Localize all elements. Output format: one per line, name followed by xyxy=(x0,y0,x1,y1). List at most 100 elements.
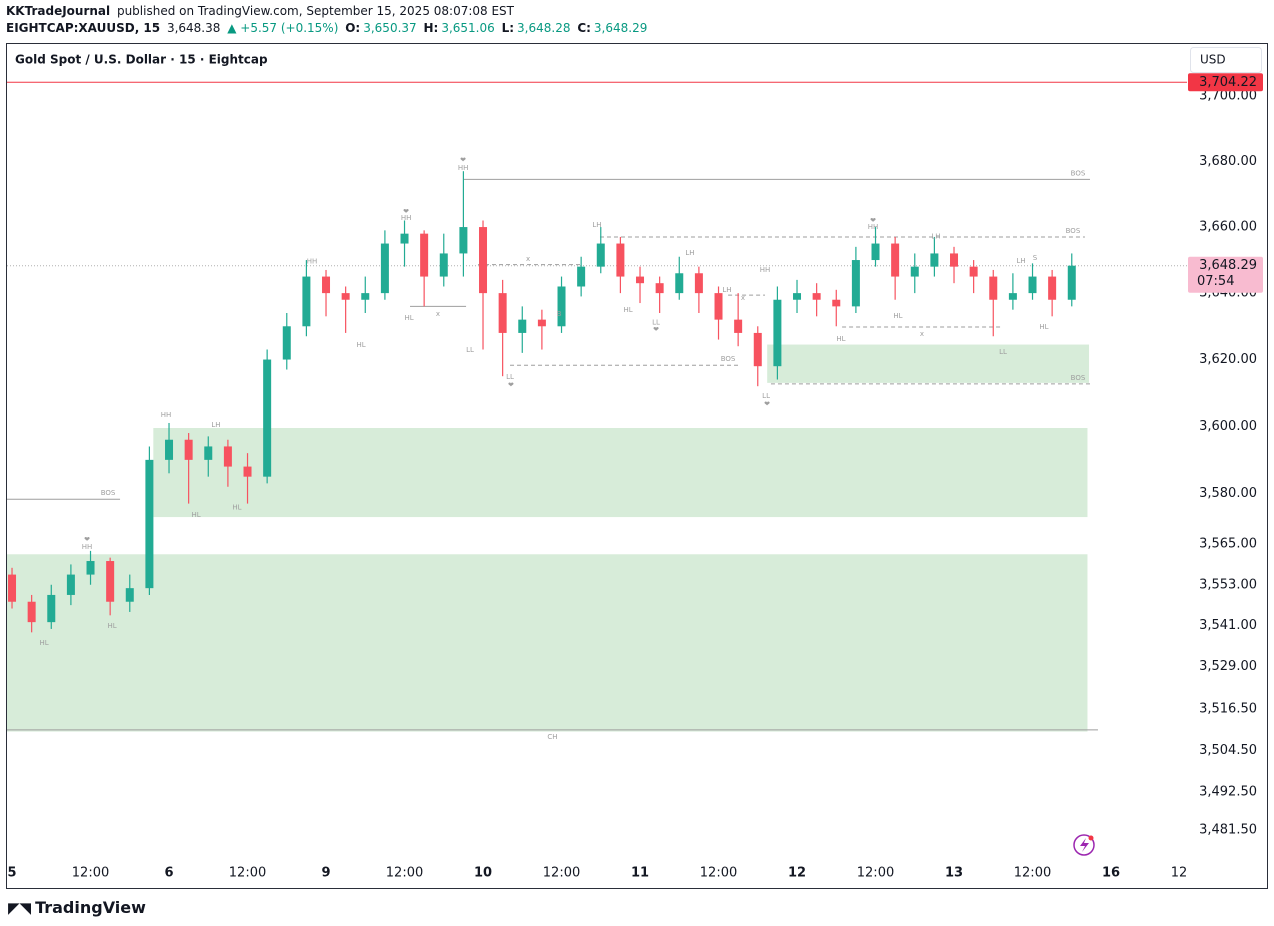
y-tick-label: 3,565.00 xyxy=(1199,537,1257,552)
structure-annotation: ❤ xyxy=(84,536,90,544)
footer-brand: ◤◥ TradingView xyxy=(8,898,146,917)
x-tick-label: 10 xyxy=(474,866,492,881)
structure-label: BOS xyxy=(1071,169,1086,177)
x-tick-label: 12:00 xyxy=(1014,866,1051,881)
structure-annotation: ❤ xyxy=(653,326,659,334)
candle-body xyxy=(694,273,703,294)
y-tick-label: 3,680.00 xyxy=(1199,154,1257,169)
structure-annotation: LL xyxy=(999,348,1007,356)
open-value: 3,650.37 xyxy=(363,21,417,35)
candle-body xyxy=(420,233,429,277)
x-tick-label: 5 xyxy=(8,866,17,881)
x-tick-label: 6 xyxy=(164,866,173,881)
x-tick-label: 9 xyxy=(321,866,330,881)
structure-annotation: LH xyxy=(592,221,601,229)
candle-body xyxy=(969,266,978,277)
low-key: L: xyxy=(501,21,515,35)
candle-body xyxy=(851,260,860,307)
x-tick-label: 12:00 xyxy=(72,866,109,881)
candle-body xyxy=(1008,293,1017,300)
candle-body xyxy=(479,227,488,294)
candle-body xyxy=(910,266,919,277)
structure-annotation: HL xyxy=(191,511,200,519)
close-value: 3,648.29 xyxy=(593,21,648,35)
demand-zone xyxy=(767,344,1090,383)
structure-annotation: HL xyxy=(893,312,902,320)
y-tick-label: 3,541.00 xyxy=(1199,618,1257,633)
structure-annotation: LL xyxy=(762,392,770,400)
candle-body xyxy=(537,319,546,327)
candle-body xyxy=(871,243,880,261)
alert-dot xyxy=(1088,835,1094,841)
candle-body xyxy=(361,293,370,300)
structure-annotation: ❤ xyxy=(764,400,770,408)
candle-body xyxy=(223,446,232,467)
structure-annotation: LH xyxy=(1016,257,1025,265)
structure-annotation: HH xyxy=(82,543,93,551)
y-tick-label: 3,700.00 xyxy=(1199,89,1257,104)
currency-button[interactable] xyxy=(1190,47,1262,73)
candle-body xyxy=(47,594,56,623)
structure-annotation: HL xyxy=(232,504,241,512)
candle-body xyxy=(106,561,115,602)
candle-body xyxy=(930,253,939,267)
structure-annotation: x xyxy=(526,255,530,263)
candle-body xyxy=(86,561,95,575)
candle-body xyxy=(891,243,900,277)
structure-annotation: HL xyxy=(836,335,845,343)
candle-body xyxy=(655,283,664,294)
structure-annotation: HH xyxy=(161,411,172,419)
structure-annotation: HH xyxy=(307,258,318,266)
chart-frame xyxy=(6,43,1268,889)
candle-body xyxy=(675,273,684,294)
alert-icon[interactable] xyxy=(1073,834,1095,856)
price-box-label: 3,704.22 xyxy=(1199,75,1257,90)
x-tick-label: 16 xyxy=(1102,866,1120,881)
candle-body xyxy=(400,233,409,244)
symbol: EIGHTCAP:XAUUSD, 15 xyxy=(6,21,161,35)
candle-body xyxy=(439,253,448,277)
x-tick-label: 12:00 xyxy=(543,866,580,881)
structure-annotation: ❤ xyxy=(870,216,876,224)
x-tick-label: 12:00 xyxy=(386,866,423,881)
candle-body xyxy=(1067,265,1076,300)
candle-body xyxy=(66,574,75,595)
chart-title: Gold Spot / U.S. Dollar · 15 · Eightcap xyxy=(15,53,268,67)
candle-body xyxy=(1048,276,1057,300)
countdown: 07:54 xyxy=(1197,274,1234,289)
high-value: 3,651.06 xyxy=(441,21,495,35)
structure-annotation: HL xyxy=(107,622,116,630)
structure-annotation: HL xyxy=(1039,323,1048,331)
y-tick-label: 3,529.00 xyxy=(1199,659,1257,674)
publish-line: KKTradeJournal published on TradingView.… xyxy=(6,4,517,18)
time-axis: 5 12:00 6 12:00 9 12:00 10 12:00 11 12:00 12 12:00 1… xyxy=(8,866,1187,881)
structure-annotation: LH xyxy=(211,421,220,429)
structure-annotation: HL xyxy=(39,639,48,647)
candle-body xyxy=(812,293,821,300)
candle-body xyxy=(145,459,154,589)
structure-annotation: LL xyxy=(506,373,514,381)
structure-annotation: ❤ xyxy=(508,381,514,389)
structure-annotation: LH xyxy=(685,249,694,257)
candle-body xyxy=(282,326,291,360)
structure-label: CH xyxy=(547,733,557,741)
structure-annotation: HL xyxy=(404,314,413,322)
structure-annotation: x xyxy=(920,330,924,338)
structure-annotation: HH xyxy=(760,266,771,274)
candle-body xyxy=(832,299,841,307)
candle-body xyxy=(1028,276,1037,294)
structure-annotation: x xyxy=(436,310,440,318)
candle-body xyxy=(793,293,802,300)
candle-body xyxy=(165,439,174,460)
y-tick-label: 3,553.00 xyxy=(1199,577,1257,592)
candle-body xyxy=(950,253,959,267)
publish-text: published on TradingView.com, September … xyxy=(113,4,515,18)
change: ▲ +5.57 (+0.15%) xyxy=(227,21,339,35)
x-tick-label: 13 xyxy=(945,866,963,881)
demand-zone xyxy=(153,428,1088,518)
structure-annotation: LH xyxy=(931,232,940,240)
currency-label[interactable]: USD xyxy=(1200,53,1226,67)
candle-body xyxy=(184,439,193,460)
price-box xyxy=(1188,256,1263,293)
